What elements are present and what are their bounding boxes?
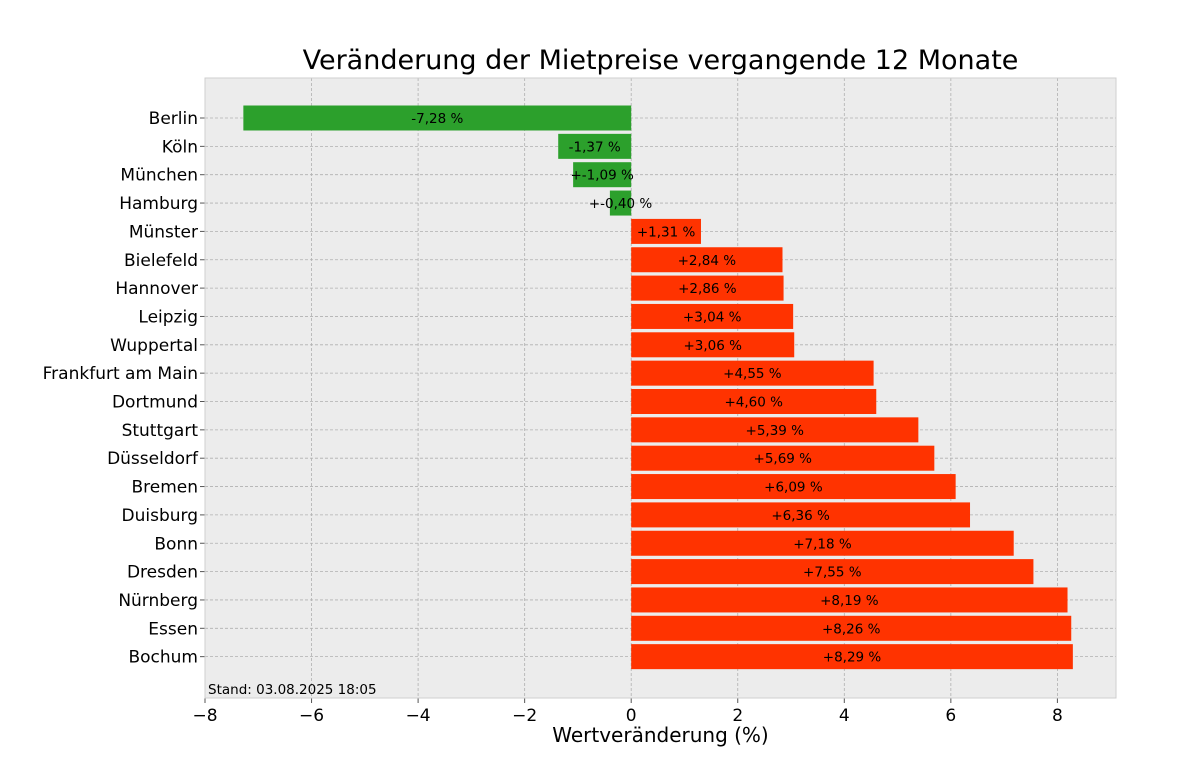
bar — [631, 559, 1034, 585]
y-tick-label: Dortmund — [112, 393, 198, 413]
y-tick-label: Bochum — [128, 648, 198, 668]
y-axis-ticks: Berlin Köln München Hamburg Münster Bielefeld… — [43, 109, 205, 668]
y-tick-label: Berlin — [149, 109, 198, 129]
x-tick-label: −6 — [299, 706, 324, 726]
x-axis-label: Wertveränderung (%) — [552, 723, 769, 747]
x-tick-label: 8 — [1052, 706, 1063, 726]
y-tick-label: Duisburg — [122, 506, 199, 526]
bar — [631, 530, 1014, 556]
data-label: +4,60 % — [724, 395, 783, 411]
y-tick-label: München — [120, 166, 198, 186]
x-tick-label: 0 — [626, 706, 637, 726]
x-axis-ticks: −8 −6 −4 −2 0 2 4 6 8 — [192, 698, 1063, 726]
bar — [243, 105, 632, 131]
bar — [631, 247, 783, 273]
y-tick-label: Wuppertal — [110, 336, 198, 356]
bar — [631, 417, 919, 443]
y-tick-label: Dresden — [127, 563, 198, 583]
y-tick-label: Bielefeld — [124, 251, 198, 271]
data-label: -7,28 % — [411, 111, 463, 127]
y-tick-label: Düsseldorf — [107, 449, 199, 469]
y-tick-label: Köln — [162, 137, 198, 157]
data-label: +2,86 % — [678, 281, 737, 297]
bar — [573, 162, 632, 188]
bar — [631, 474, 956, 500]
y-tick-label: Essen — [148, 619, 198, 639]
bar — [631, 275, 784, 301]
bar — [609, 190, 632, 216]
data-label: +1,31 % — [637, 224, 696, 240]
bar — [631, 502, 971, 528]
y-tick-label: Hannover — [115, 279, 198, 299]
data-label: +2,84 % — [678, 253, 737, 269]
y-tick-label: Nürnberg — [118, 591, 198, 611]
plot-frame — [204, 77, 1117, 699]
data-label: +-0,40 % — [589, 196, 653, 212]
bar — [631, 332, 795, 358]
data-label: +3,04 % — [683, 309, 742, 325]
bar — [558, 133, 632, 159]
y-tick-label: Münster — [129, 222, 198, 242]
data-label: +8,19 % — [820, 593, 879, 609]
data-label: +4,55 % — [723, 366, 782, 382]
bar — [631, 587, 1068, 613]
data-labels: -7,28 % -1,37 % +-1,09 % +-0,40 % +1,31 % +2,… — [411, 111, 881, 666]
data-label: -1,37 % — [569, 139, 621, 155]
x-tick-label: 6 — [945, 706, 956, 726]
data-label: +8,26 % — [822, 621, 881, 637]
y-tick-label: Hamburg — [119, 194, 198, 214]
x-tick-label: −2 — [512, 706, 537, 726]
data-label: +6,09 % — [764, 480, 823, 496]
y-tick-label: Frankfurt am Main — [43, 364, 198, 384]
data-label: +5,69 % — [754, 451, 813, 467]
data-label: +7,55 % — [803, 565, 862, 581]
y-tick-label: Stuttgart — [122, 421, 199, 441]
x-tick-label: −8 — [192, 706, 217, 726]
chart-title: Veränderung der Mietpreise vergangende 1… — [303, 45, 1019, 76]
bar — [631, 445, 935, 471]
x-tick-label: −4 — [406, 706, 431, 726]
data-label: +3,06 % — [683, 338, 742, 354]
y-tick-label: Bremen — [131, 478, 198, 498]
x-tick-label: 2 — [732, 706, 743, 726]
data-label: +5,39 % — [746, 423, 805, 439]
y-tick-label: Bonn — [154, 534, 198, 554]
footnote: Stand: 03.08.2025 18:05 — [208, 682, 377, 698]
bar — [631, 360, 874, 386]
data-label: +6,36 % — [771, 508, 830, 524]
bar — [631, 615, 1072, 641]
bar — [631, 303, 794, 329]
bars — [243, 105, 1073, 670]
data-label: +8,29 % — [823, 650, 882, 666]
data-label: +-1,09 % — [570, 168, 634, 184]
data-label: +7,18 % — [793, 536, 852, 552]
bar — [631, 218, 701, 244]
bar — [631, 644, 1073, 670]
bar — [631, 389, 877, 414]
x-tick-label: 4 — [839, 706, 850, 726]
y-tick-label: Leipzig — [138, 307, 198, 327]
